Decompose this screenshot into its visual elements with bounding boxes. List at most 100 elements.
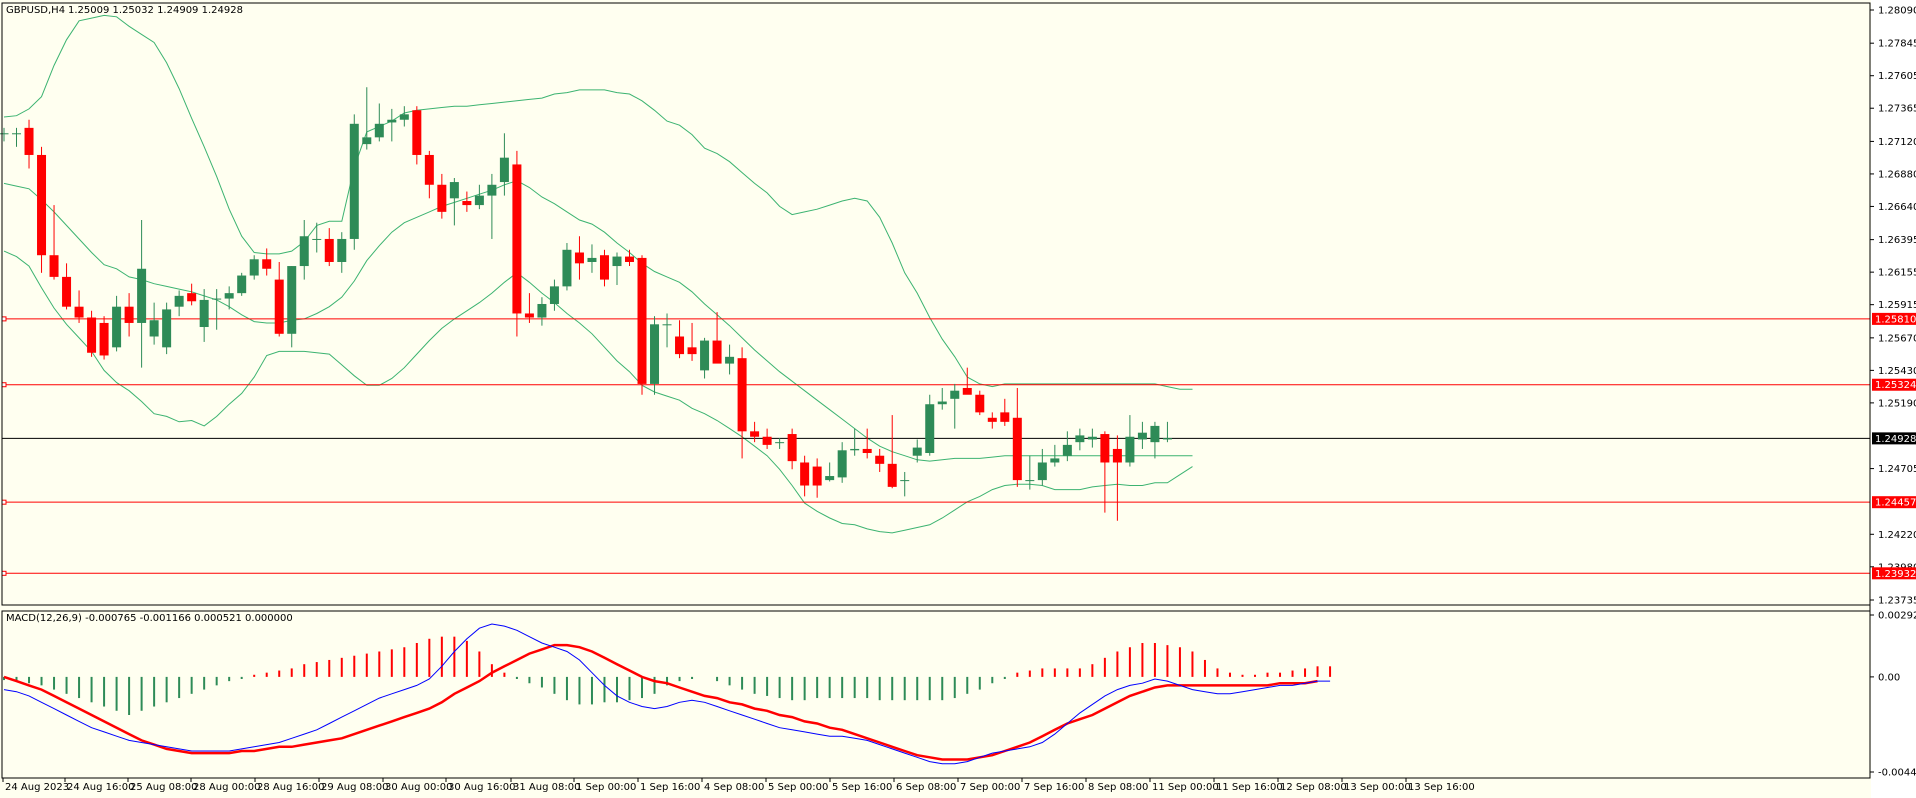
candle[interactable] — [487, 173, 497, 239]
candle[interactable] — [0, 127, 9, 142]
candle[interactable] — [625, 249, 634, 267]
candle[interactable] — [937, 387, 947, 410]
candle[interactable] — [900, 471, 910, 497]
candle[interactable] — [650, 316, 660, 395]
candle[interactable] — [612, 252, 622, 286]
candle[interactable] — [675, 320, 685, 359]
candle[interactable] — [800, 455, 810, 497]
candle[interactable] — [374, 103, 384, 142]
candle[interactable] — [237, 272, 247, 296]
candle[interactable] — [662, 313, 672, 348]
candle[interactable] — [1100, 431, 1110, 513]
candle[interactable] — [1112, 435, 1122, 521]
candle[interactable] — [399, 106, 409, 127]
candle[interactable] — [1012, 387, 1022, 487]
candle[interactable] — [274, 261, 284, 337]
candle[interactable] — [1075, 428, 1085, 451]
candle[interactable] — [850, 428, 860, 456]
candle[interactable] — [24, 119, 34, 169]
candle[interactable] — [49, 205, 59, 280]
level-marker-2[interactable] — [1, 499, 7, 505]
candle[interactable] — [537, 297, 547, 326]
candle[interactable] — [249, 255, 259, 280]
candle[interactable] — [299, 219, 309, 280]
candle[interactable] — [349, 114, 359, 250]
candle[interactable] — [1037, 448, 1047, 486]
candle[interactable] — [387, 108, 397, 142]
candle[interactable] — [962, 367, 972, 395]
candle[interactable] — [337, 232, 347, 273]
candle[interactable] — [912, 439, 922, 463]
candle[interactable] — [1087, 428, 1097, 448]
candle[interactable] — [1062, 431, 1072, 462]
candle[interactable] — [324, 228, 334, 267]
candle[interactable] — [99, 316, 109, 360]
level-marker-1[interactable] — [1, 382, 7, 388]
candle[interactable] — [1162, 421, 1172, 443]
candle[interactable] — [574, 236, 584, 280]
candle[interactable] — [437, 173, 447, 219]
candle[interactable] — [312, 222, 322, 253]
level-marker-0[interactable] — [1, 316, 7, 322]
candle[interactable] — [987, 412, 997, 429]
candle[interactable] — [1125, 415, 1135, 467]
candle[interactable] — [862, 428, 872, 459]
candle[interactable] — [787, 428, 797, 470]
candle[interactable] — [1050, 444, 1060, 467]
candlesticks[interactable] — [0, 87, 1172, 521]
candle[interactable] — [462, 191, 472, 212]
candle[interactable] — [737, 347, 747, 459]
candle[interactable] — [562, 243, 572, 291]
candle[interactable] — [12, 127, 22, 147]
candle[interactable] — [162, 302, 172, 355]
candle[interactable] — [262, 248, 272, 276]
candle[interactable] — [950, 383, 960, 429]
candle[interactable] — [1000, 398, 1010, 426]
candle[interactable] — [1150, 421, 1160, 459]
candle[interactable] — [474, 184, 484, 210]
candle[interactable] — [37, 146, 47, 273]
candle[interactable] — [700, 337, 710, 379]
candle[interactable] — [825, 462, 835, 482]
candle[interactable] — [499, 133, 509, 196]
candle[interactable] — [837, 442, 847, 483]
candle[interactable] — [549, 279, 559, 311]
candle[interactable] — [762, 428, 772, 449]
candle[interactable] — [62, 263, 72, 310]
candle[interactable] — [124, 293, 134, 337]
candle[interactable] — [199, 289, 209, 342]
candle[interactable] — [149, 302, 159, 345]
candle[interactable] — [224, 286, 234, 310]
candle[interactable] — [512, 150, 522, 337]
candle[interactable] — [750, 421, 760, 443]
candle[interactable] — [587, 244, 597, 273]
candle[interactable] — [74, 290, 84, 323]
candle[interactable] — [524, 293, 534, 323]
candle[interactable] — [362, 87, 372, 150]
candle[interactable] — [712, 312, 722, 364]
candle[interactable] — [887, 415, 897, 489]
candle[interactable] — [875, 448, 885, 472]
candle[interactable] — [725, 344, 735, 375]
candle[interactable] — [812, 458, 822, 498]
candle[interactable] — [412, 106, 422, 165]
candle[interactable] — [687, 322, 697, 361]
candle[interactable] — [424, 150, 434, 199]
candle[interactable] — [212, 289, 222, 330]
candle[interactable] — [925, 394, 935, 456]
candle[interactable] — [1137, 421, 1147, 449]
candle[interactable] — [599, 249, 609, 287]
candle[interactable] — [287, 266, 297, 348]
level-marker-3[interactable] — [1, 570, 7, 576]
candle[interactable] — [87, 310, 97, 357]
candle[interactable] — [174, 290, 184, 317]
candle[interactable] — [112, 295, 122, 352]
candle[interactable] — [975, 390, 985, 416]
candle[interactable] — [449, 177, 459, 226]
candle[interactable] — [187, 283, 197, 306]
candle[interactable] — [1025, 455, 1035, 490]
candle[interactable] — [637, 255, 647, 395]
candle[interactable] — [775, 438, 785, 449]
candle[interactable] — [137, 219, 147, 368]
